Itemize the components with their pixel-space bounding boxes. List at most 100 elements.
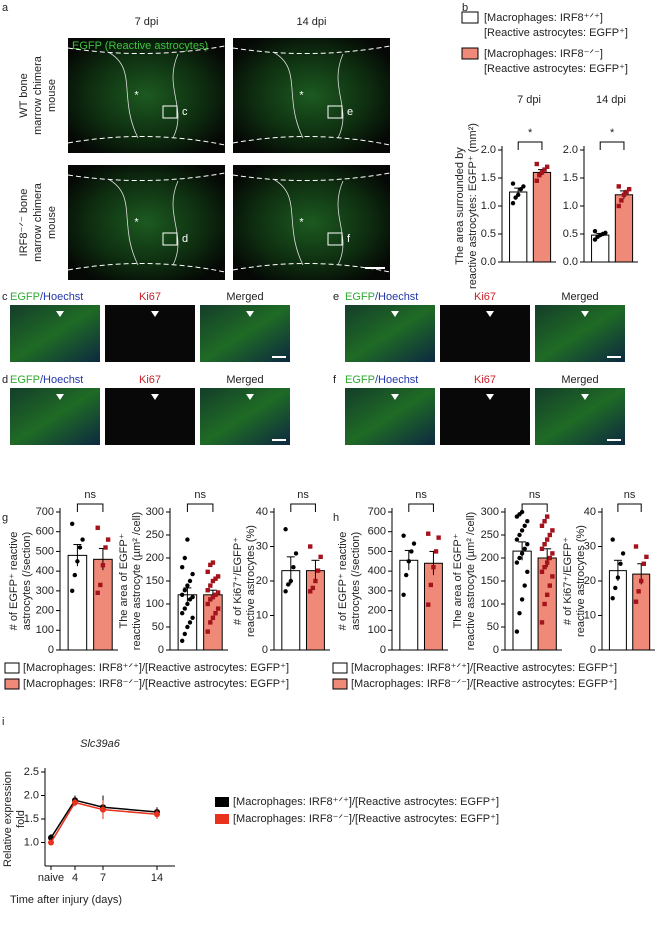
y-tick-label: 600 bbox=[36, 526, 54, 538]
data-point bbox=[433, 549, 439, 554]
data-point bbox=[547, 583, 552, 588]
data-point bbox=[619, 198, 624, 203]
data-point bbox=[517, 532, 522, 538]
significance-label: ns bbox=[297, 489, 309, 501]
legend-text: [Macrophages: IRF8⁻ᐟ⁻]/[Reactive astrocy… bbox=[23, 678, 289, 690]
y-tick-label: 2.0 bbox=[24, 789, 39, 801]
panel-letter: c bbox=[2, 291, 8, 303]
channel-label: EGFP/Hoechst bbox=[345, 291, 418, 303]
significance-bracket bbox=[517, 141, 543, 150]
data-point bbox=[436, 535, 441, 540]
data-point bbox=[525, 542, 530, 547]
data-point bbox=[618, 561, 623, 566]
data-point bbox=[428, 582, 434, 588]
row-label: marrow chimera bbox=[32, 55, 44, 135]
row-label: mouse bbox=[46, 206, 58, 239]
bar bbox=[399, 559, 419, 651]
data-point bbox=[514, 537, 520, 542]
y-tick-label: 100 bbox=[368, 624, 386, 636]
y-tick-label: 20 bbox=[256, 575, 268, 587]
y-tick-label: 50 bbox=[487, 621, 499, 633]
lesion-border bbox=[272, 51, 344, 139]
micrograph bbox=[10, 388, 100, 445]
data-point bbox=[514, 560, 520, 565]
y-tick-label: 1.0 bbox=[24, 836, 39, 848]
y-tick-label: 50 bbox=[152, 621, 164, 633]
y-tick-label: 0.5 bbox=[563, 228, 578, 240]
data-point bbox=[286, 582, 291, 587]
inset-box bbox=[327, 105, 343, 119]
data-point bbox=[215, 574, 221, 579]
significance-bracket bbox=[186, 503, 214, 512]
data-point bbox=[308, 544, 313, 549]
lesion-mark: * bbox=[299, 216, 304, 228]
micrograph bbox=[105, 388, 195, 445]
channel-label: Ki67 bbox=[139, 291, 161, 303]
data-point bbox=[100, 806, 106, 813]
channel-label: Merged bbox=[561, 374, 598, 386]
data-point bbox=[519, 528, 525, 533]
data-point bbox=[624, 189, 629, 195]
data-point bbox=[517, 611, 522, 616]
data-point bbox=[190, 571, 195, 577]
tissue-border bbox=[67, 45, 226, 146]
channel-label: Ki67 bbox=[139, 374, 161, 386]
arrowhead bbox=[581, 311, 589, 317]
data-point bbox=[521, 184, 526, 189]
data-point bbox=[208, 583, 213, 588]
legend-swatch bbox=[4, 662, 20, 674]
data-point bbox=[542, 601, 547, 607]
significance-bracket bbox=[599, 141, 625, 150]
data-point bbox=[185, 624, 190, 630]
scale-bar bbox=[365, 267, 385, 269]
data-point bbox=[185, 537, 190, 542]
bar bbox=[67, 554, 88, 651]
legend-swatch bbox=[215, 797, 229, 807]
inset-box bbox=[162, 232, 178, 246]
data-point bbox=[644, 554, 649, 560]
y-tick-label: 40 bbox=[256, 506, 268, 518]
data-point bbox=[426, 602, 431, 607]
data-point bbox=[205, 569, 210, 574]
data-point bbox=[616, 203, 621, 209]
data-point bbox=[310, 585, 316, 591]
data-point bbox=[180, 565, 185, 570]
data-point bbox=[313, 578, 318, 584]
y-tick-label: 700 bbox=[36, 506, 54, 518]
data-point bbox=[539, 569, 545, 574]
channel-label: Merged bbox=[226, 291, 263, 303]
bar bbox=[632, 573, 651, 651]
data-point bbox=[210, 560, 216, 565]
y-tick-label: 0 bbox=[262, 644, 268, 656]
data-point bbox=[182, 606, 187, 611]
hoechst-label: /Hoechst bbox=[375, 374, 418, 386]
data-point bbox=[525, 519, 530, 524]
y-axis-label: astrocytes (/section) bbox=[350, 532, 362, 630]
data-point bbox=[539, 546, 545, 551]
hoechst-label: /Hoechst bbox=[40, 291, 83, 303]
y-tick-label: 500 bbox=[368, 545, 386, 557]
y-tick-label: 500 bbox=[36, 545, 54, 557]
data-point bbox=[205, 629, 210, 634]
y-tick-label: 100 bbox=[36, 624, 54, 636]
y-tick-label: 0 bbox=[158, 644, 164, 656]
data-point bbox=[641, 561, 647, 566]
data-point bbox=[537, 173, 542, 178]
data-point bbox=[187, 578, 193, 584]
legend-swatch bbox=[461, 47, 479, 60]
data-point bbox=[516, 192, 521, 197]
channel-label: EGFP/Hoechst bbox=[345, 374, 418, 386]
data-point bbox=[534, 178, 539, 183]
y-axis-label: reactive astrocyte (µm² /cell) bbox=[131, 512, 143, 650]
data-point bbox=[70, 521, 75, 527]
channel-label: EGFP/Hoechst bbox=[10, 374, 83, 386]
y-axis-label: # of Ki67⁺/EGFP⁺ bbox=[562, 537, 574, 625]
micrograph bbox=[535, 305, 625, 362]
y-tick-label: 0.0 bbox=[481, 256, 496, 268]
data-point bbox=[539, 523, 545, 528]
data-point bbox=[544, 537, 550, 542]
data-point bbox=[154, 811, 160, 818]
data-point bbox=[519, 597, 525, 602]
scale-bar bbox=[272, 439, 286, 441]
data-point bbox=[288, 578, 293, 584]
